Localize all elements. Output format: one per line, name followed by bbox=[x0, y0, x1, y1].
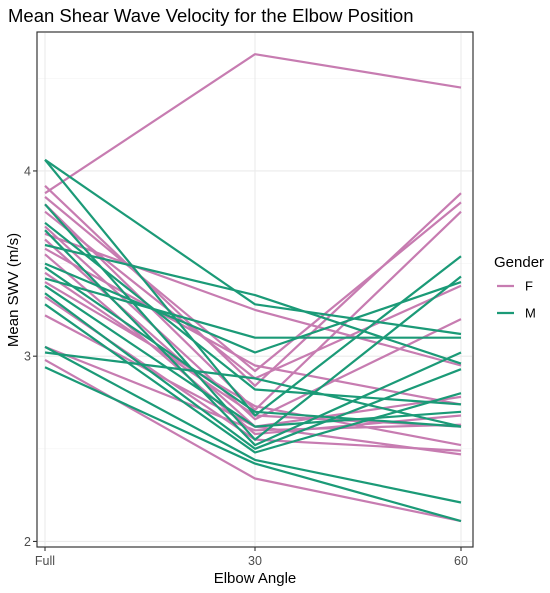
series-line-m bbox=[44, 351, 462, 428]
y-tick-label: 2 bbox=[24, 535, 31, 549]
chart-title: Mean Shear Wave Velocity for the Elbow P… bbox=[8, 5, 414, 26]
y-tick-label: 3 bbox=[24, 350, 31, 364]
x-axis-title: Elbow Angle bbox=[214, 570, 297, 587]
series-line-m bbox=[44, 203, 462, 441]
y-axis-title: Mean SWV (m/s) bbox=[5, 233, 22, 347]
series-line-m bbox=[44, 159, 462, 417]
legend-label-f: F bbox=[525, 279, 533, 294]
series-line-m bbox=[44, 221, 462, 406]
series-line-m bbox=[44, 243, 462, 365]
series-line-f bbox=[44, 225, 462, 421]
series-line-m bbox=[44, 262, 462, 354]
series-line-m bbox=[44, 284, 462, 428]
series-line-m bbox=[44, 303, 462, 454]
legend-title: Gender bbox=[494, 254, 544, 271]
series-line-m bbox=[44, 345, 462, 504]
series-line-m bbox=[44, 229, 462, 447]
series-line-f bbox=[44, 247, 462, 406]
y-tick-label: 4 bbox=[24, 164, 31, 178]
legend: Gender FM bbox=[494, 254, 544, 321]
x-tick-label: 60 bbox=[454, 554, 468, 568]
series-line-m bbox=[44, 158, 462, 336]
series-line-f bbox=[44, 203, 462, 411]
x-tick-label: 30 bbox=[248, 554, 262, 568]
series-line-m bbox=[44, 292, 462, 450]
legend-label-m: M bbox=[525, 306, 536, 321]
series-line-f bbox=[44, 196, 462, 373]
series-line-m bbox=[44, 266, 462, 428]
series-line-m bbox=[44, 366, 462, 523]
y-axis: 2 3 4 bbox=[24, 164, 37, 549]
data-lines bbox=[44, 53, 462, 523]
series-line-m bbox=[44, 277, 461, 339]
series-line-f bbox=[44, 345, 462, 432]
series-line-f bbox=[44, 232, 462, 367]
x-axis: Full 30 60 bbox=[35, 547, 468, 568]
series-line-f bbox=[44, 281, 462, 447]
x-tick-label: Full bbox=[35, 554, 55, 568]
series-line-f bbox=[44, 53, 462, 195]
